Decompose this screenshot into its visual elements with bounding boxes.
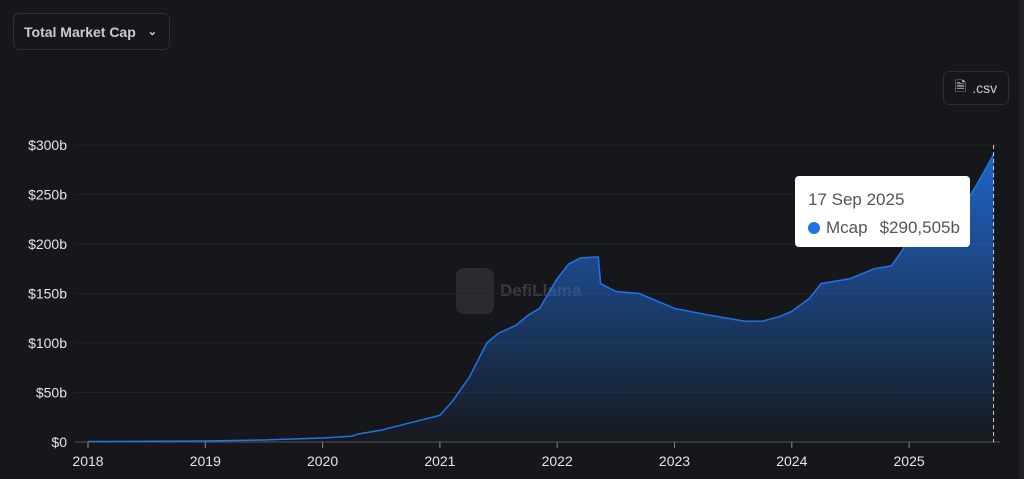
x-tick-label: 2020 [307, 453, 338, 469]
y-tick-label: $150b [28, 286, 67, 302]
tooltip-date: 17 Sep 2025 [808, 190, 905, 209]
x-tick-label: 2023 [659, 453, 690, 469]
series-dot-icon [808, 222, 820, 234]
x-tick-label: 2019 [190, 453, 221, 469]
y-tick-label: $250b [28, 187, 67, 203]
tooltip: 17 Sep 2025 Mcap $290,505b [795, 176, 970, 247]
y-tick-label: $100b [28, 335, 67, 351]
chevron-down-icon: ⌄ [147, 26, 157, 38]
y-tick-label: $300b [28, 137, 67, 153]
llama-logo-icon [456, 268, 494, 314]
y-tick-label: $50b [36, 385, 67, 401]
x-tick-label: 2018 [72, 453, 103, 469]
x-tick-label: 2025 [894, 453, 925, 469]
tooltip-series: Mcap [826, 218, 868, 237]
series-line-mcap [87, 154, 995, 443]
download-csv-button[interactable]: 🗎 .csv [943, 71, 1009, 105]
y-tick-label: $0 [51, 434, 67, 450]
area-fill [88, 154, 994, 442]
metric-selector-label: Total Market Cap [24, 23, 136, 40]
scrollbar-strip [1019, 0, 1024, 479]
y-tick-label: $200b [28, 236, 67, 252]
x-tick-label: 2024 [776, 453, 807, 469]
metric-selector[interactable]: Total Market Cap ⌄ [13, 13, 170, 50]
csv-label: .csv [972, 80, 998, 96]
x-tick-label: 2021 [424, 453, 455, 469]
tooltip-value: $290,505b [879, 218, 960, 237]
file-download-icon: 🗎 [954, 78, 967, 94]
x-tick-label: 2022 [542, 453, 573, 469]
